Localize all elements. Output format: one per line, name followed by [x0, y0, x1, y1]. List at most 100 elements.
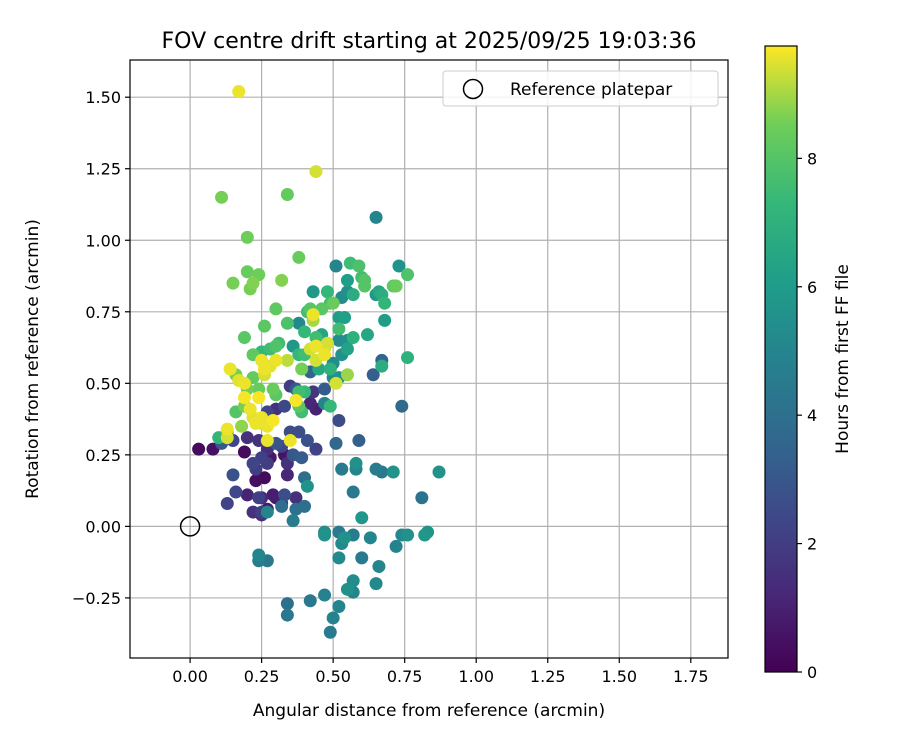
scatter-point	[369, 210, 383, 224]
scatter-point	[226, 468, 240, 482]
colorbar-tick-label: 0	[807, 663, 817, 682]
legend: Reference platepar	[442, 70, 719, 107]
scatter-point	[220, 496, 234, 510]
scatter-point	[252, 391, 266, 405]
scatter-point	[389, 279, 403, 293]
scatter-point	[269, 353, 283, 367]
x-tick-label: 0.50	[315, 667, 351, 686]
scatter-point	[360, 328, 374, 342]
scatter-point	[352, 259, 366, 273]
scatter-point	[338, 311, 352, 325]
scatter-point	[223, 362, 237, 376]
scatter-point	[237, 376, 251, 390]
scatter-point	[278, 488, 292, 502]
scatter-point	[309, 442, 323, 456]
scatter-point	[220, 422, 234, 436]
scatter-point	[332, 414, 346, 428]
y-tick-label: 0.75	[85, 303, 121, 322]
y-axis-label: Rotation from reference (arcmin)	[23, 219, 43, 499]
scatter-point	[340, 368, 354, 382]
scatter-point	[260, 505, 274, 519]
y-tick-label: 1.50	[85, 88, 121, 107]
legend-reference-marker-icon	[462, 78, 484, 100]
y-tick-label: 1.00	[85, 231, 121, 250]
scatter-point	[237, 391, 251, 405]
scatter-point	[355, 511, 369, 525]
scatter-point	[363, 531, 377, 545]
scatter-point	[246, 276, 260, 290]
reference-marker-layer	[179, 516, 201, 537]
scatter-point	[292, 425, 306, 439]
scatter-point	[340, 342, 354, 356]
x-axis-label: Angular distance from reference (arcmin)	[253, 701, 605, 721]
colorbar-gradient	[764, 45, 798, 673]
legend-label: Reference platepar	[510, 80, 672, 100]
scatter-point	[340, 582, 354, 596]
scatter-point	[323, 362, 337, 376]
scatter-point	[252, 548, 266, 562]
colorbar: 0 2 4 6 8 Hours from first FF file	[764, 45, 853, 682]
scatter-point	[326, 296, 340, 310]
scatter-point	[366, 368, 380, 382]
scatter-point	[346, 485, 360, 499]
scatter-point	[352, 434, 366, 448]
scatter-point	[318, 348, 332, 362]
scatter-point	[266, 382, 280, 396]
scatter-point	[226, 276, 240, 290]
scatter-point	[280, 187, 294, 201]
grid	[130, 60, 728, 658]
scatter-point	[229, 485, 243, 499]
scatter-point	[232, 84, 246, 98]
y-tick-label: 0.50	[85, 374, 121, 393]
scatter-point	[306, 308, 320, 322]
scatter-point	[306, 285, 320, 299]
scatter-point	[323, 625, 337, 639]
scatter-point	[369, 577, 383, 591]
y-tick-label: −0.25	[72, 589, 121, 608]
scatter-point	[240, 431, 254, 445]
scatter-point	[323, 399, 337, 413]
y-ticks: −0.25 0.00 0.25 0.50 0.75 1.00 1.25 1.50	[72, 88, 130, 608]
scatter-point	[280, 468, 294, 482]
scatter-point	[269, 302, 283, 316]
scatter-point	[275, 273, 289, 287]
scatter-point	[318, 528, 332, 542]
y-tick-label: 0.25	[85, 446, 121, 465]
scatter-point	[395, 399, 409, 413]
x-tick-label: 0.00	[172, 667, 208, 686]
scatter-point	[266, 414, 280, 428]
colorbar-tick-label: 2	[807, 535, 817, 554]
colorbar-ticks: 0 2 4 6 8	[797, 149, 817, 682]
scatter-point	[243, 402, 257, 416]
scatter-point	[386, 465, 400, 479]
scatter-point	[215, 190, 229, 204]
scatter-point	[346, 331, 360, 345]
scatter-point	[355, 551, 369, 565]
scatter-point	[266, 488, 280, 502]
chart-title: FOV centre drift starting at 2025/09/25 …	[162, 29, 697, 54]
scatter-point	[349, 456, 363, 470]
scatter-point	[303, 594, 317, 608]
scatter-point	[320, 285, 334, 299]
scatter-point	[289, 393, 303, 407]
scatter-point	[329, 259, 343, 273]
scatter-point	[275, 499, 289, 513]
scatter-point	[300, 479, 314, 493]
scatter-point	[292, 250, 306, 264]
scatter-point	[392, 259, 406, 273]
scatter-point	[300, 434, 314, 448]
scatter-point	[289, 502, 303, 516]
scatter-point	[415, 491, 429, 505]
y-tick-label: 1.25	[85, 160, 121, 179]
scatter-point	[389, 539, 403, 553]
legend-box	[442, 70, 719, 107]
scatter-point	[303, 396, 317, 410]
scatter-point	[332, 551, 346, 565]
scatter-point	[289, 491, 303, 505]
scatter-point	[295, 362, 309, 376]
scatter-point	[318, 588, 332, 602]
reference-platepar-marker	[179, 516, 201, 537]
scatter-points	[192, 84, 446, 639]
scatter-point	[372, 559, 386, 573]
